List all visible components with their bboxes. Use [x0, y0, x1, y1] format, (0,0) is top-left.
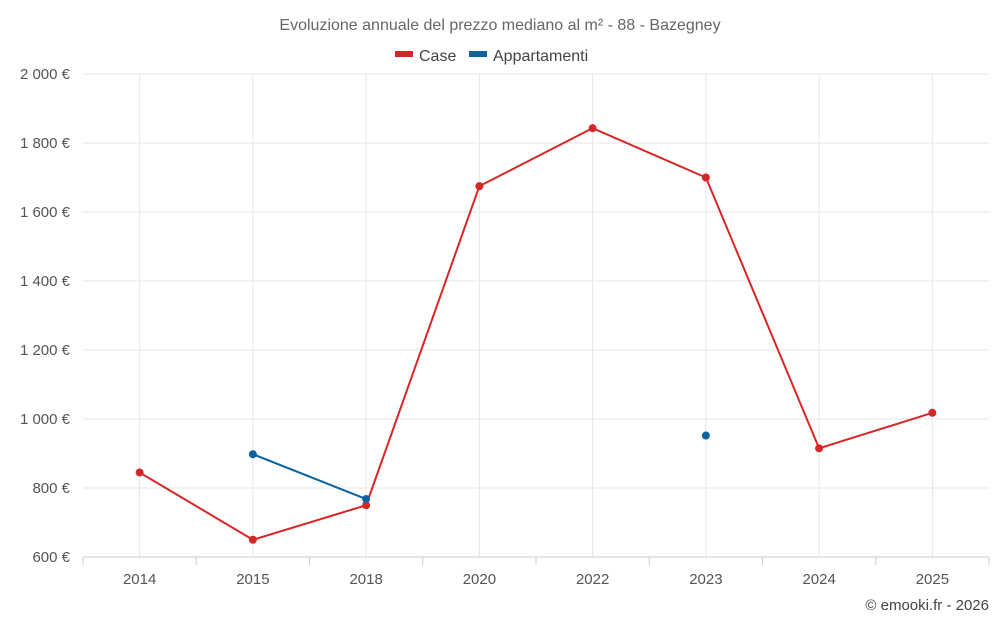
- y-tick-label: 2 000 €: [20, 66, 71, 83]
- chart-title: Evoluzione annuale del prezzo mediano al…: [279, 17, 720, 34]
- legend-swatch-appartamenti: [469, 51, 487, 57]
- y-tick-label: 1 200 €: [20, 342, 71, 359]
- series-line-appartamenti: [252, 453, 367, 500]
- series-line-case: [139, 127, 933, 541]
- data-point-case[interactable]: [362, 501, 371, 510]
- data-point-case[interactable]: [588, 124, 597, 133]
- legend-label-case: Case: [419, 48, 456, 65]
- data-point-case[interactable]: [135, 468, 144, 477]
- legend: Case Appartamenti: [395, 48, 588, 65]
- x-tick-label: 2023: [689, 571, 722, 588]
- data-point-case[interactable]: [928, 408, 937, 417]
- x-axis: 2014 2015 2018 2020 2022 2023 2024 2025: [82, 556, 990, 588]
- data-point-case[interactable]: [475, 182, 484, 191]
- data-point-appartamenti[interactable]: [701, 431, 710, 440]
- credit-text: © emooki.fr - 2026: [865, 597, 989, 614]
- y-axis: 600 € 800 € 1 000 € 1 200 € 1 400 € 1 600 € 1 …: [20, 66, 71, 566]
- x-tick-label: 2015: [236, 571, 269, 588]
- y-tick-label: 1 800 €: [20, 135, 71, 152]
- y-tick-label: 1 400 €: [20, 273, 71, 290]
- x-tick-label: 2014: [123, 571, 156, 588]
- data-point-case[interactable]: [701, 173, 710, 182]
- legend-label-appartamenti: Appartamenti: [493, 48, 588, 65]
- x-tick-label: 2018: [349, 571, 382, 588]
- legend-item-case[interactable]: Case: [395, 48, 456, 65]
- legend-item-appartamenti[interactable]: Appartamenti: [469, 48, 588, 65]
- series-case: [135, 124, 937, 544]
- data-point-appartamenti[interactable]: [362, 495, 371, 504]
- series: [135, 124, 937, 544]
- y-tick-label: 1 000 €: [20, 411, 71, 428]
- data-point-case[interactable]: [248, 535, 257, 544]
- data-point-appartamenti[interactable]: [248, 450, 257, 459]
- series-appartamenti: [248, 431, 710, 504]
- x-tick-label: 2024: [802, 571, 835, 588]
- x-tick-label: 2022: [576, 571, 609, 588]
- grid: [83, 73, 989, 557]
- legend-swatch-case: [395, 51, 413, 57]
- y-tick-label: 1 600 €: [20, 204, 71, 221]
- x-tick-label: 2025: [916, 571, 949, 588]
- y-tick-label: 800 €: [32, 480, 70, 497]
- y-tick-label: 600 €: [32, 549, 70, 566]
- x-tick-label: 2020: [463, 571, 496, 588]
- data-point-case[interactable]: [815, 444, 824, 453]
